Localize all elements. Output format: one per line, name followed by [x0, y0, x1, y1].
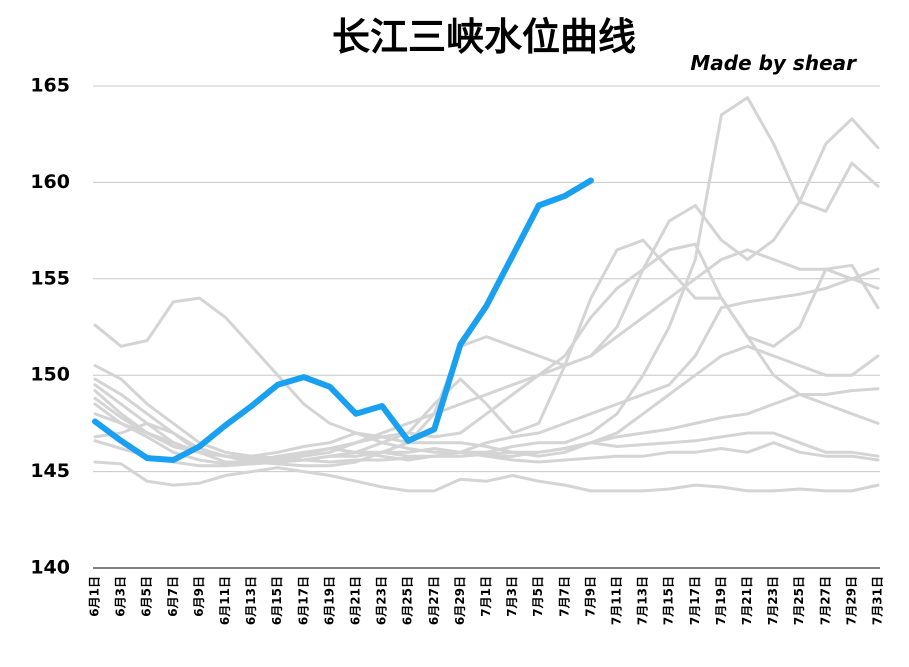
- x-tick-label: 7月9日: [583, 576, 597, 617]
- x-tick-label: 6月23日: [375, 576, 389, 625]
- x-tick-label: 7月7日: [557, 576, 571, 617]
- data-line: [93, 96, 880, 454]
- data-line: [92, 177, 594, 463]
- data-line: [93, 431, 880, 468]
- x-tick-label: 7月3日: [505, 576, 519, 617]
- y-tick-label: 165: [30, 75, 70, 97]
- x-tick-label: 7月11日: [610, 576, 624, 625]
- x-tick-label: 7月27日: [818, 576, 832, 625]
- x-tick-label: 6月11日: [218, 576, 232, 625]
- x-tick-label: 6月1日: [88, 576, 102, 617]
- x-tick-label: 6月21日: [349, 576, 363, 625]
- x-tick-label: 7月5日: [531, 576, 545, 617]
- x-tick-label: 7月29日: [844, 576, 858, 625]
- x-tick-label: 7月31日: [871, 576, 885, 625]
- y-tick-label: 150: [30, 364, 70, 386]
- x-tick-label: 7月1日: [479, 576, 493, 617]
- y-tick-label: 160: [30, 171, 70, 193]
- x-tick-label: 7月15日: [662, 576, 676, 625]
- x-tick-label: 7月25日: [792, 576, 806, 625]
- x-tick-label: 6月25日: [401, 576, 415, 625]
- y-tick-label: 140: [30, 557, 70, 579]
- x-tick-label: 6月27日: [427, 576, 441, 625]
- data-line: [93, 396, 880, 464]
- x-tick-label: 7月19日: [714, 576, 728, 625]
- y-tick-label: 155: [30, 267, 70, 289]
- x-tick-label: 7月17日: [688, 576, 702, 625]
- x-tick-label: 6月29日: [453, 576, 467, 625]
- x-tick-label: 7月13日: [636, 576, 650, 625]
- x-tick-label: 6月7日: [166, 576, 180, 617]
- y-tick-label: 145: [30, 460, 70, 482]
- data-line: [93, 242, 880, 464]
- data-line: [93, 460, 880, 493]
- x-tick-label: 6月5日: [140, 576, 154, 617]
- annotation: Made by shear: [690, 51, 857, 75]
- x-tick-label: 6月19日: [322, 576, 336, 625]
- x-tick-label: 6月9日: [192, 576, 206, 617]
- x-tick-label: 7月23日: [766, 576, 780, 625]
- x-tick-label: 6月13日: [244, 576, 258, 625]
- x-tick-label: 6月17日: [296, 576, 310, 625]
- chart-title: 长江三峡水位曲线: [332, 15, 636, 59]
- x-tick-label: 7月21日: [740, 576, 754, 625]
- x-tick-label: 6月3日: [114, 576, 128, 617]
- x-tick-label: 6月15日: [270, 576, 284, 625]
